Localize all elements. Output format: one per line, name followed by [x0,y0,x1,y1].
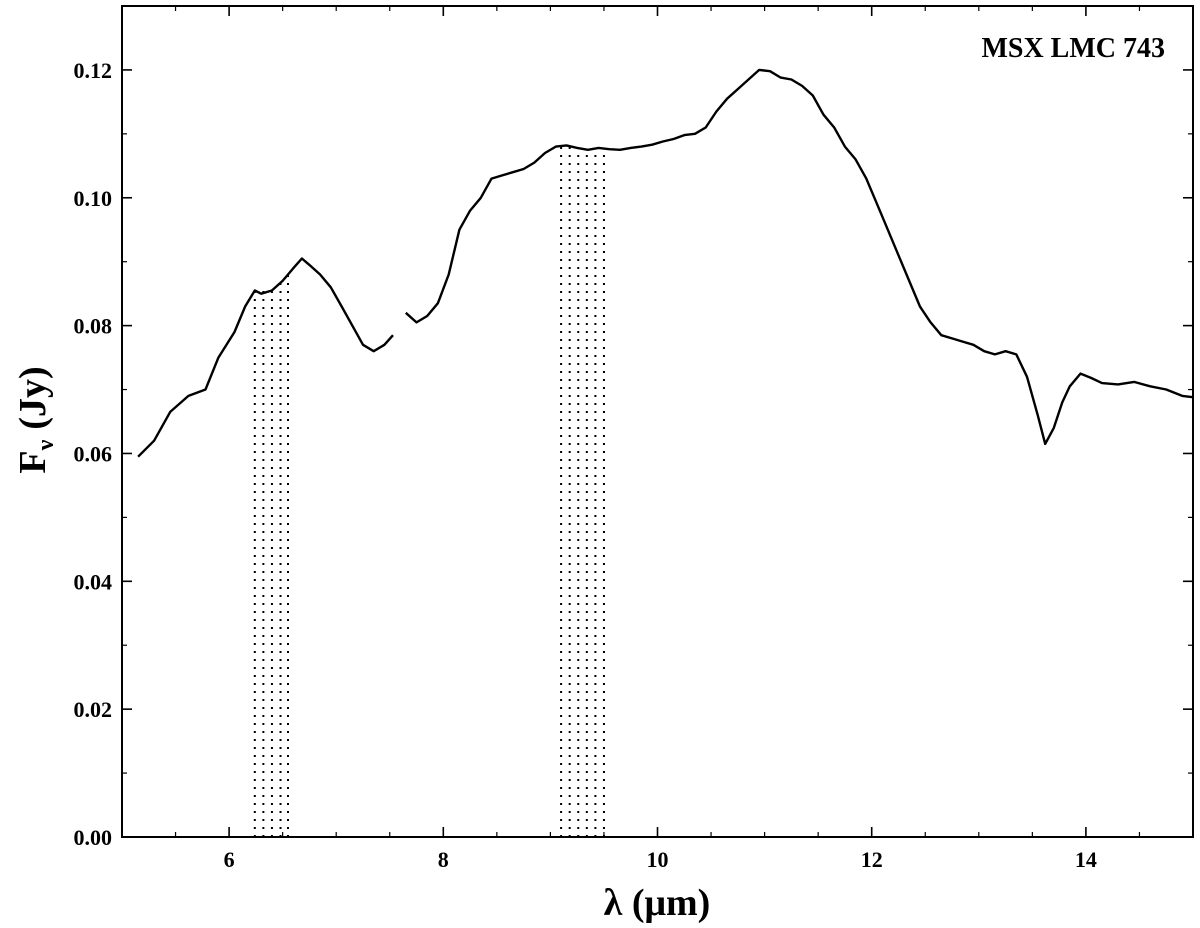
plot-frame [121,5,1194,838]
spectrum-series [137,68,1194,458]
x-tick-label: 8 [438,847,449,872]
x-tick-label: 12 [861,847,883,872]
x-tick-label: 6 [224,847,235,872]
y-axis-label-main: F [12,450,54,473]
axis-ticks [121,5,1194,838]
y-tick-label: 0.00 [74,825,113,850]
x-axis-label: λ (μm) [604,882,711,924]
spectrum-segment-2 [404,68,1194,446]
y-tick-label: 0.12 [74,58,113,83]
y-axis-label-unit: (Jy) [12,366,54,429]
dotted-band-lines [253,145,605,837]
spectrum-segment-1 [137,257,394,458]
y-axis-label-sub: ν [33,439,59,451]
y-tick-label: 0.06 [74,441,113,466]
axis-tick-labels: 6 8 10 12 14 0.00 0.02 0.04 0.06 0.08 0.10 0.12 [74,58,1097,872]
y-tick-label: 0.02 [74,697,113,722]
y-tick-label: 0.10 [74,186,113,211]
chart-annotation: MSX LMC 743 [981,33,1165,64]
y-tick-label: 0.08 [74,314,113,339]
x-tick-label: 10 [647,847,669,872]
y-tick-label: 0.04 [74,569,113,594]
x-tick-label: 14 [1075,847,1097,872]
y-axis-label: Fν (Jy) [12,366,59,473]
